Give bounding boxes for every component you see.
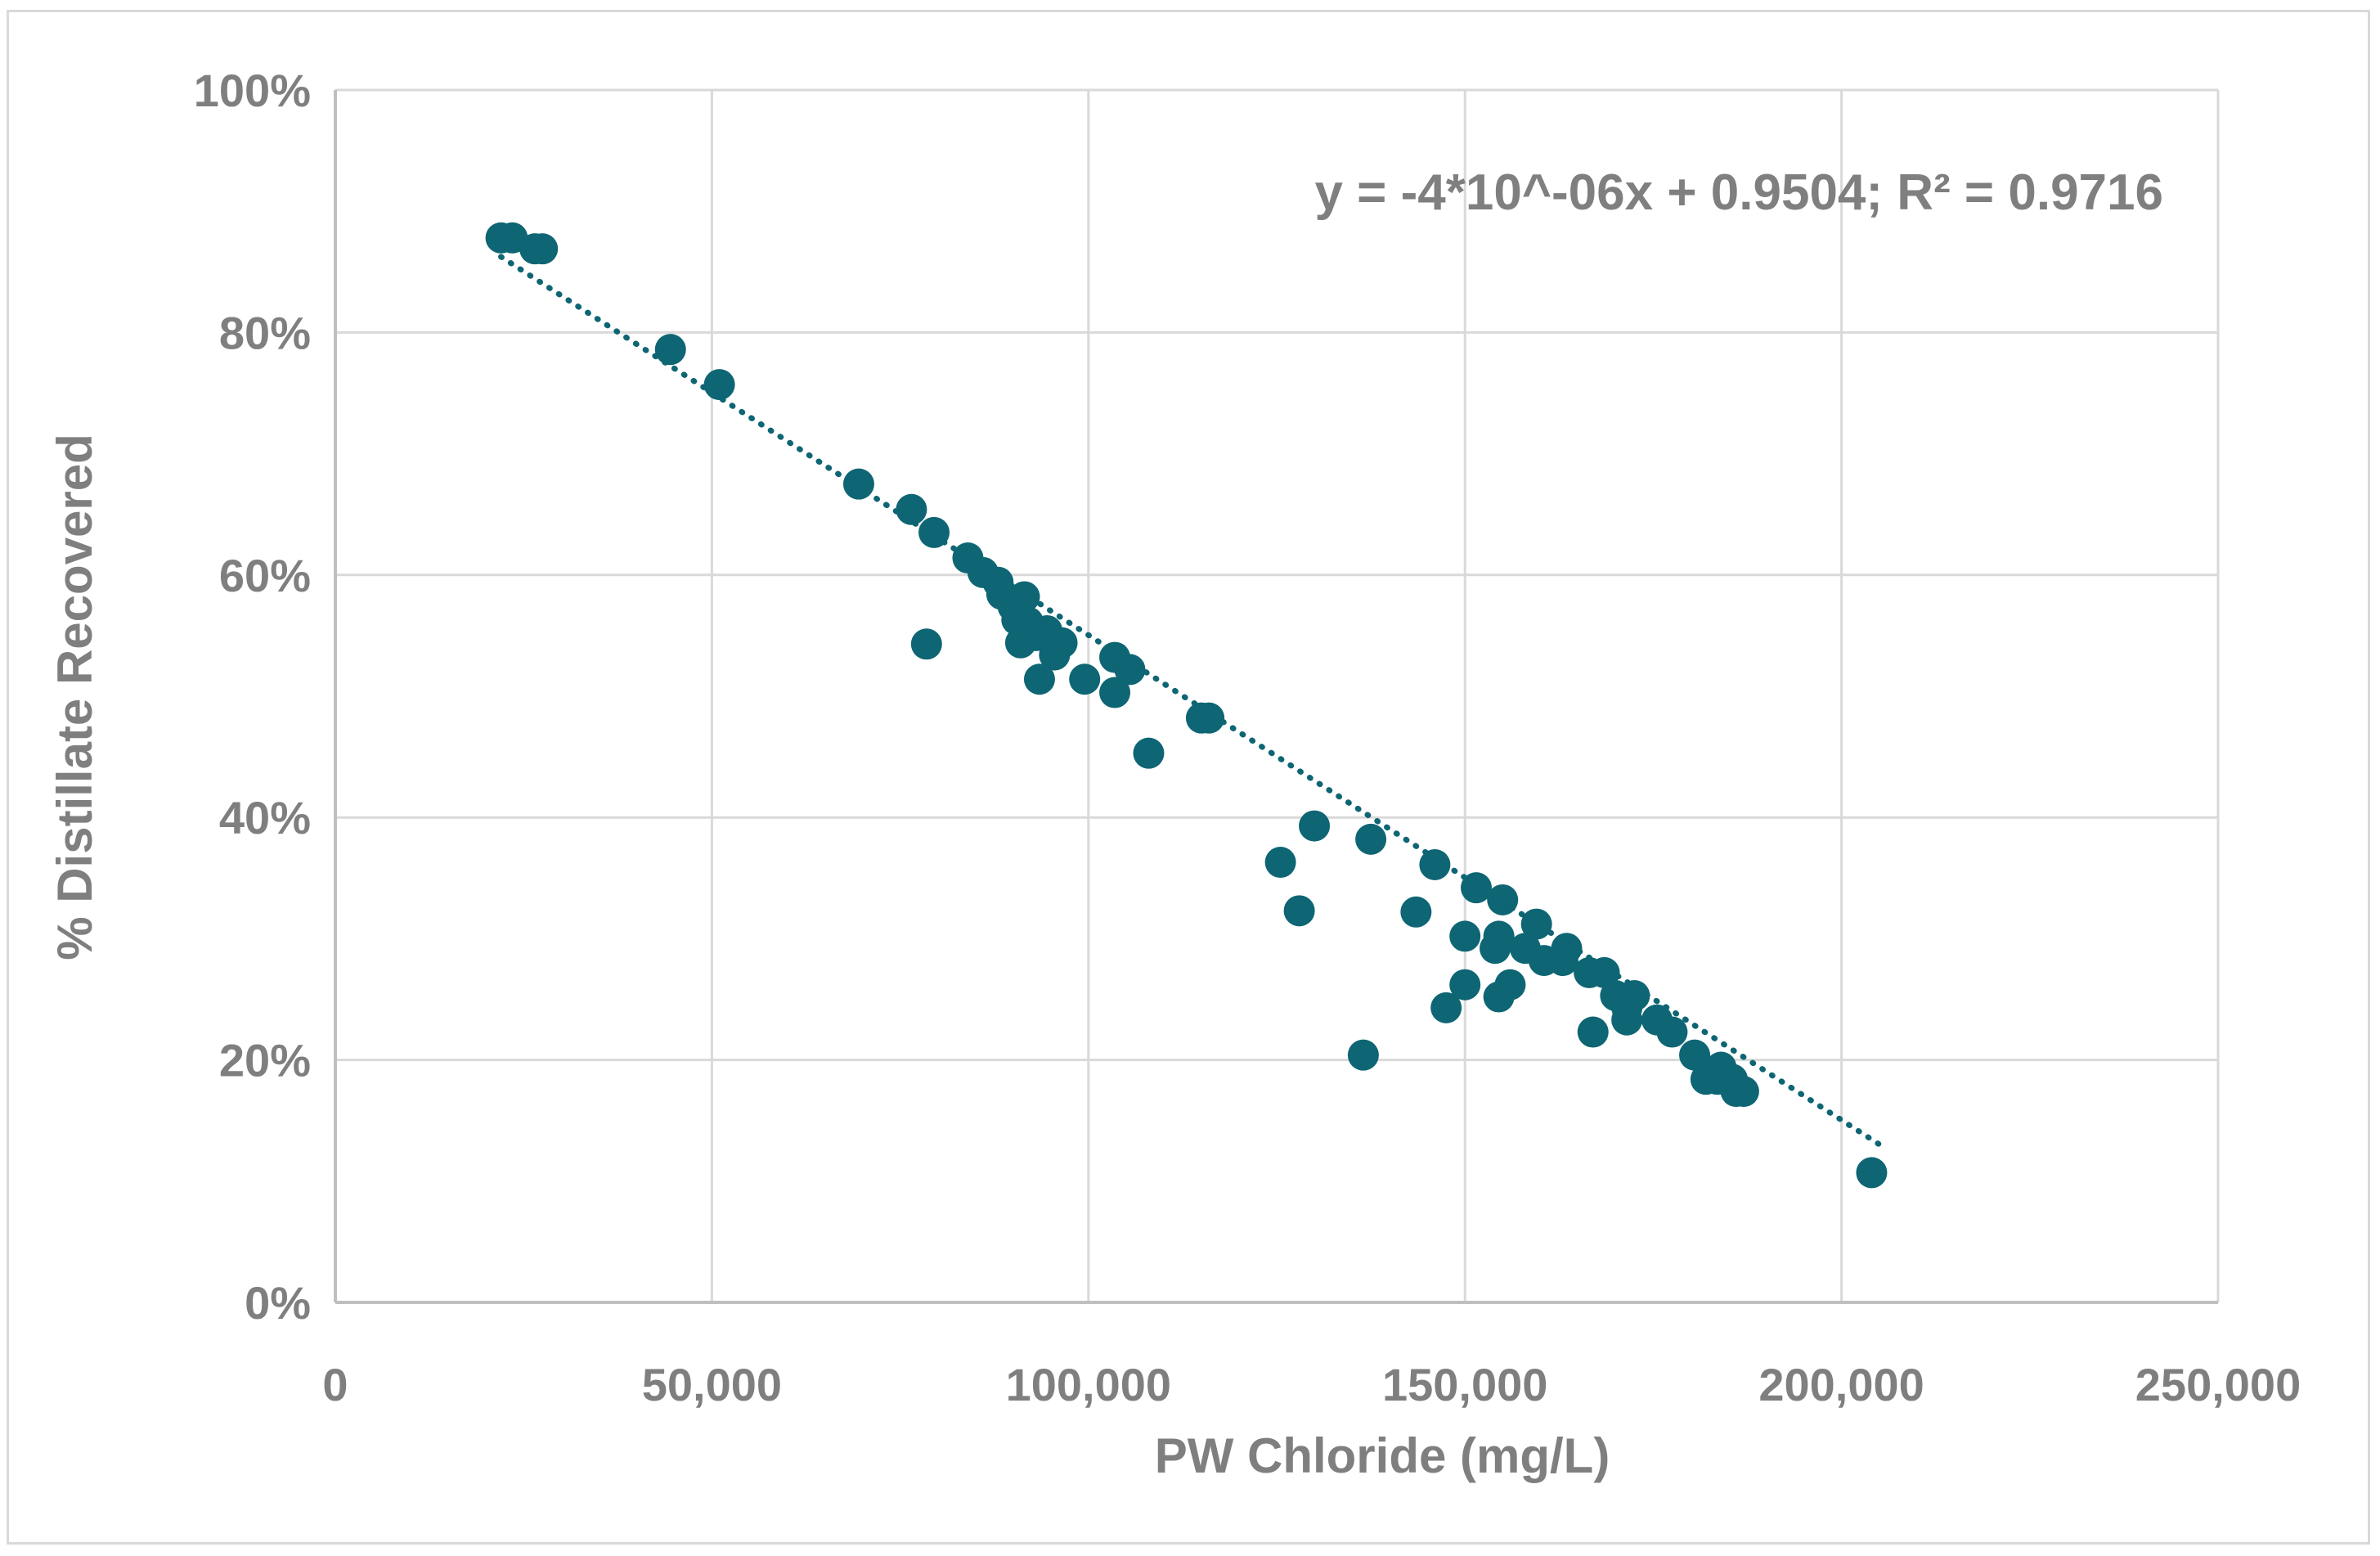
y-tick-label: 60% [219, 550, 311, 601]
data-point [1679, 1039, 1711, 1071]
data-point [1856, 1157, 1888, 1189]
tick-labels: 0% 20% 40% 60% 80% 100% 0 50,000 100,000 150,000 2… [194, 65, 2301, 1410]
axes [334, 90, 2218, 1304]
data-point [1133, 737, 1165, 769]
data-point [1449, 920, 1481, 952]
data-point [1400, 896, 1432, 928]
data-point [1449, 969, 1481, 1001]
data-point [842, 468, 874, 500]
data-point [1588, 956, 1620, 988]
data-point [1299, 810, 1331, 842]
data-point [1004, 627, 1036, 659]
data-point [1551, 933, 1583, 965]
data-point [1023, 663, 1055, 695]
chart-frame [7, 10, 2370, 1545]
data-point [1264, 847, 1296, 879]
y-tick-label: 100% [194, 65, 311, 116]
data-point [1461, 872, 1493, 904]
data-point [918, 516, 950, 548]
data-point [1727, 1076, 1759, 1108]
data-point [527, 233, 559, 265]
y-tick-label: 20% [219, 1035, 311, 1086]
x-tick-label: 100,000 [1006, 1359, 1171, 1410]
data-point [1355, 823, 1387, 855]
x-axis-title: PW Chloride (mg/L) [1155, 1428, 1610, 1483]
regression-equation: y = -4*10^-06x + 0.9504; R² = 0.9716 [1314, 164, 2163, 221]
data-point [1430, 992, 1462, 1023]
data-point [1494, 969, 1526, 1001]
data-point [1656, 1016, 1688, 1048]
y-tick-label: 40% [219, 792, 311, 843]
data-point [654, 334, 686, 366]
x-tick-label: 0 [322, 1359, 348, 1410]
data-point [1619, 980, 1650, 1012]
data-point [1611, 1004, 1643, 1036]
data-point [1283, 895, 1315, 927]
data-point [1520, 908, 1552, 940]
x-tick-label: 250,000 [2135, 1359, 2301, 1410]
x-tick-label: 50,000 [642, 1359, 782, 1410]
data-point [910, 628, 942, 660]
data-points [485, 222, 1888, 1189]
y-axis-title: % Distillate Recovered [47, 434, 102, 960]
data-point [703, 369, 735, 401]
data-point [1347, 1039, 1379, 1071]
data-point [1114, 654, 1146, 686]
data-point [1039, 639, 1071, 671]
data-point [1193, 702, 1225, 734]
data-point [1069, 663, 1101, 695]
data-point [896, 493, 927, 525]
data-point [1099, 677, 1131, 708]
x-tick-label: 150,000 [1382, 1359, 1547, 1410]
data-point [1483, 920, 1515, 952]
data-point [1487, 884, 1519, 915]
x-tick-label: 200,000 [1758, 1359, 1924, 1410]
data-point [1419, 848, 1451, 880]
gridlines [335, 88, 2220, 1302]
y-tick-label: 0% [245, 1277, 311, 1329]
y-tick-label: 80% [219, 307, 311, 358]
data-point [1577, 1016, 1609, 1048]
